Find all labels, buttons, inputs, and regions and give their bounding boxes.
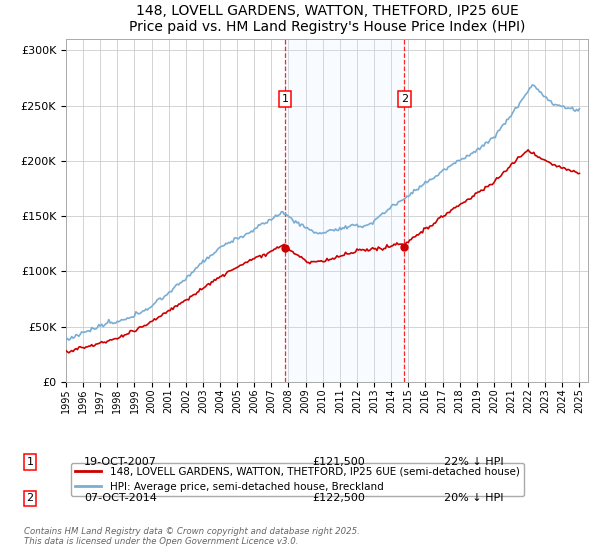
Text: 1: 1 [281, 94, 289, 104]
Text: 20% ↓ HPI: 20% ↓ HPI [444, 493, 503, 503]
Title: 148, LOVELL GARDENS, WATTON, THETFORD, IP25 6UE
Price paid vs. HM Land Registry': 148, LOVELL GARDENS, WATTON, THETFORD, I… [129, 4, 525, 34]
Text: £121,500: £121,500 [312, 457, 365, 467]
Text: 19-OCT-2007: 19-OCT-2007 [84, 457, 157, 467]
Text: 22% ↓ HPI: 22% ↓ HPI [444, 457, 503, 467]
Text: 07-OCT-2014: 07-OCT-2014 [84, 493, 157, 503]
Text: 1: 1 [26, 457, 34, 467]
Text: 2: 2 [26, 493, 34, 503]
Text: Contains HM Land Registry data © Crown copyright and database right 2025.
This d: Contains HM Land Registry data © Crown c… [24, 526, 360, 546]
Text: £122,500: £122,500 [312, 493, 365, 503]
Bar [285, 39, 404, 382]
Legend: 148, LOVELL GARDENS, WATTON, THETFORD, IP25 6UE (semi-detached house), HPI: Aver: 148, LOVELL GARDENS, WATTON, THETFORD, I… [71, 463, 524, 496]
Text: 2: 2 [401, 94, 408, 104]
